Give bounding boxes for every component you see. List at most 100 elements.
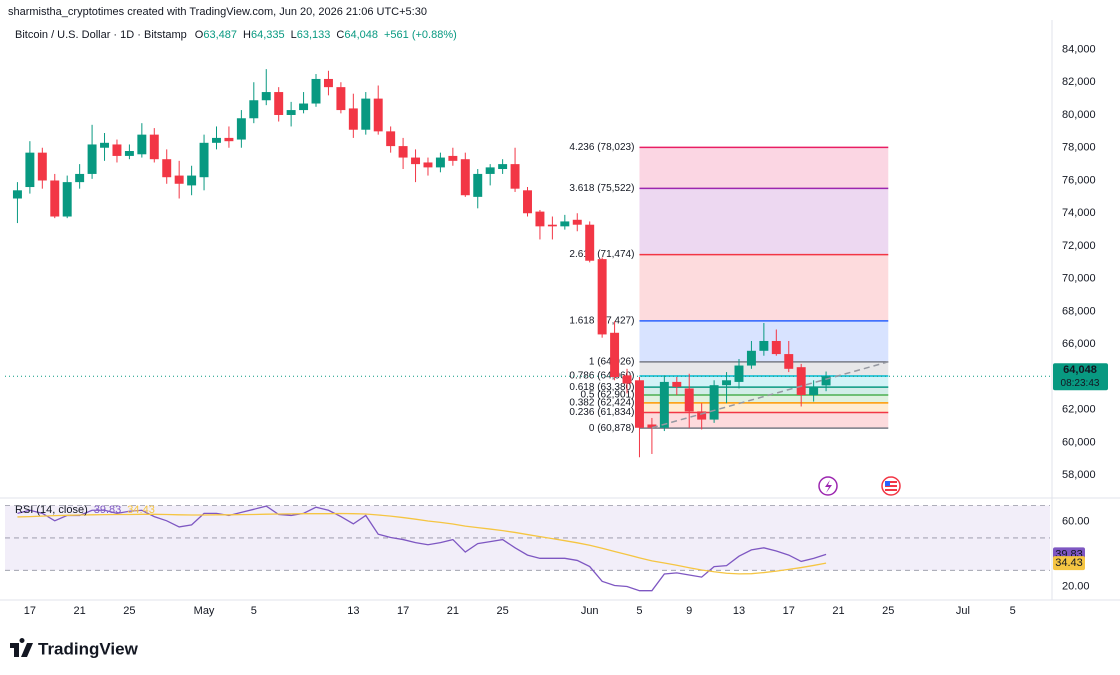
y-tick-label: 68,000: [1062, 305, 1096, 317]
candle-body: [187, 175, 197, 186]
y-tick-label: 70,000: [1062, 273, 1096, 285]
candle-body: [212, 137, 221, 143]
fib-band: [639, 254, 889, 321]
candle-body: [12, 190, 22, 199]
candle-body: [746, 350, 756, 366]
icon-lightning[interactable]: [818, 476, 838, 496]
symbol: Bitcoin / U.S. Dollar · 1D · Bitstamp: [15, 29, 187, 41]
flag-stripe: [885, 489, 897, 491]
x-tick-label: 25: [123, 605, 135, 617]
candle-body: [821, 376, 831, 386]
candle-body: [759, 340, 769, 351]
credit: sharmistha_cryptotimes created with Trad…: [8, 6, 427, 18]
candle-body: [435, 157, 445, 168]
y-tick-label: 80,000: [1062, 109, 1096, 121]
icon-flag[interactable]: [881, 476, 901, 496]
candle-body: [137, 134, 147, 155]
fib-label: 2.618 (71,474): [569, 249, 634, 260]
x-tick-label: Jul: [956, 605, 970, 617]
candle-body: [796, 367, 806, 396]
candle-body: [149, 134, 159, 160]
ohlc-value: 64,048: [344, 29, 378, 41]
x-tick-label: 25: [496, 605, 508, 617]
fib-band: [639, 402, 889, 413]
candle-body: [386, 131, 396, 147]
candle-body: [336, 87, 346, 111]
candle-body: [697, 411, 707, 420]
logo[interactable]: TradingView: [10, 638, 139, 658]
x-tick-label: 5: [1010, 605, 1016, 617]
icon-glyph: [825, 480, 832, 493]
candle-body: [560, 221, 570, 227]
fib-band: [639, 188, 889, 255]
candle-body: [286, 110, 296, 115]
fib-label: 0.382 (62,424): [569, 397, 634, 408]
candle-body: [535, 211, 545, 227]
candle-body: [199, 142, 209, 178]
rsi-legend-value: 34.43: [127, 504, 155, 516]
fib-label: 0 (60,878): [589, 423, 635, 434]
candle-body: [236, 118, 246, 140]
ohlc-key: O: [195, 29, 204, 41]
x-tick-label: 9: [686, 605, 692, 617]
candle-body: [124, 151, 134, 156]
candle-body: [37, 152, 47, 181]
fib-band: [639, 147, 889, 189]
candle-body: [361, 98, 371, 130]
rsi-title: RSI (14, close): [15, 504, 88, 516]
y-tick-label: 66,000: [1062, 338, 1096, 350]
candle-body: [585, 224, 595, 261]
x-tick-label: 5: [636, 605, 642, 617]
candle-body: [622, 375, 632, 384]
x-tick-label: 17: [397, 605, 409, 617]
y-tick-label: 72,000: [1062, 240, 1096, 252]
rsi-value-box: [1053, 556, 1085, 571]
candle-body: [299, 103, 309, 111]
fib-label: 4.236 (78,023): [569, 142, 634, 153]
x-tick-label: 21: [832, 605, 844, 617]
y-tick-label: 58,000: [1062, 469, 1096, 481]
fib-label: 0.618 (63,380): [569, 382, 634, 393]
candle-body: [709, 385, 719, 420]
candle-body: [523, 190, 532, 214]
candle-body: [498, 164, 508, 170]
candle-body: [610, 332, 620, 378]
candle-body: [597, 259, 607, 335]
candle-body: [684, 388, 694, 412]
x-tick-label: 5: [251, 605, 257, 617]
fib-label: 3.618 (75,522): [569, 183, 634, 194]
candle-body: [448, 155, 458, 161]
rsi-line: [17, 512, 827, 575]
candle-body: [323, 78, 333, 88]
candle-body: [722, 380, 732, 386]
candle-body: [249, 100, 259, 119]
fib-band: [639, 387, 889, 396]
y-tick-label: 82,000: [1062, 76, 1096, 88]
fib-label: 0.236 (61,834): [569, 407, 634, 418]
x-tick-label: 17: [24, 605, 36, 617]
candle-body: [261, 92, 271, 101]
x-tick-label: 25: [882, 605, 894, 617]
symbol-legend: Bitcoin / U.S. Dollar · 1D · Bitstamp O63…: [15, 29, 457, 41]
flag-stripe: [885, 485, 897, 487]
candle-body: [771, 340, 781, 355]
candle-body: [411, 157, 421, 165]
logo-text: TradingView: [38, 639, 139, 658]
trend-line: [651, 361, 889, 429]
fib-band: [639, 376, 889, 388]
ohlc-key: L: [291, 29, 297, 41]
ohlc-key: C: [336, 29, 344, 41]
candle-body: [25, 152, 35, 188]
fib-band: [639, 361, 889, 377]
x-tick-label: 13: [347, 605, 359, 617]
candle-body: [274, 92, 284, 115]
logo-mark: [10, 638, 33, 657]
candle-body: [100, 142, 110, 148]
countdown: 08:23:43: [1061, 378, 1100, 389]
x-tick-label: 21: [74, 605, 86, 617]
rsi-value-label: 34.43: [1055, 557, 1083, 569]
candle-body: [75, 173, 85, 183]
y-tick-label: 74,000: [1062, 207, 1096, 219]
